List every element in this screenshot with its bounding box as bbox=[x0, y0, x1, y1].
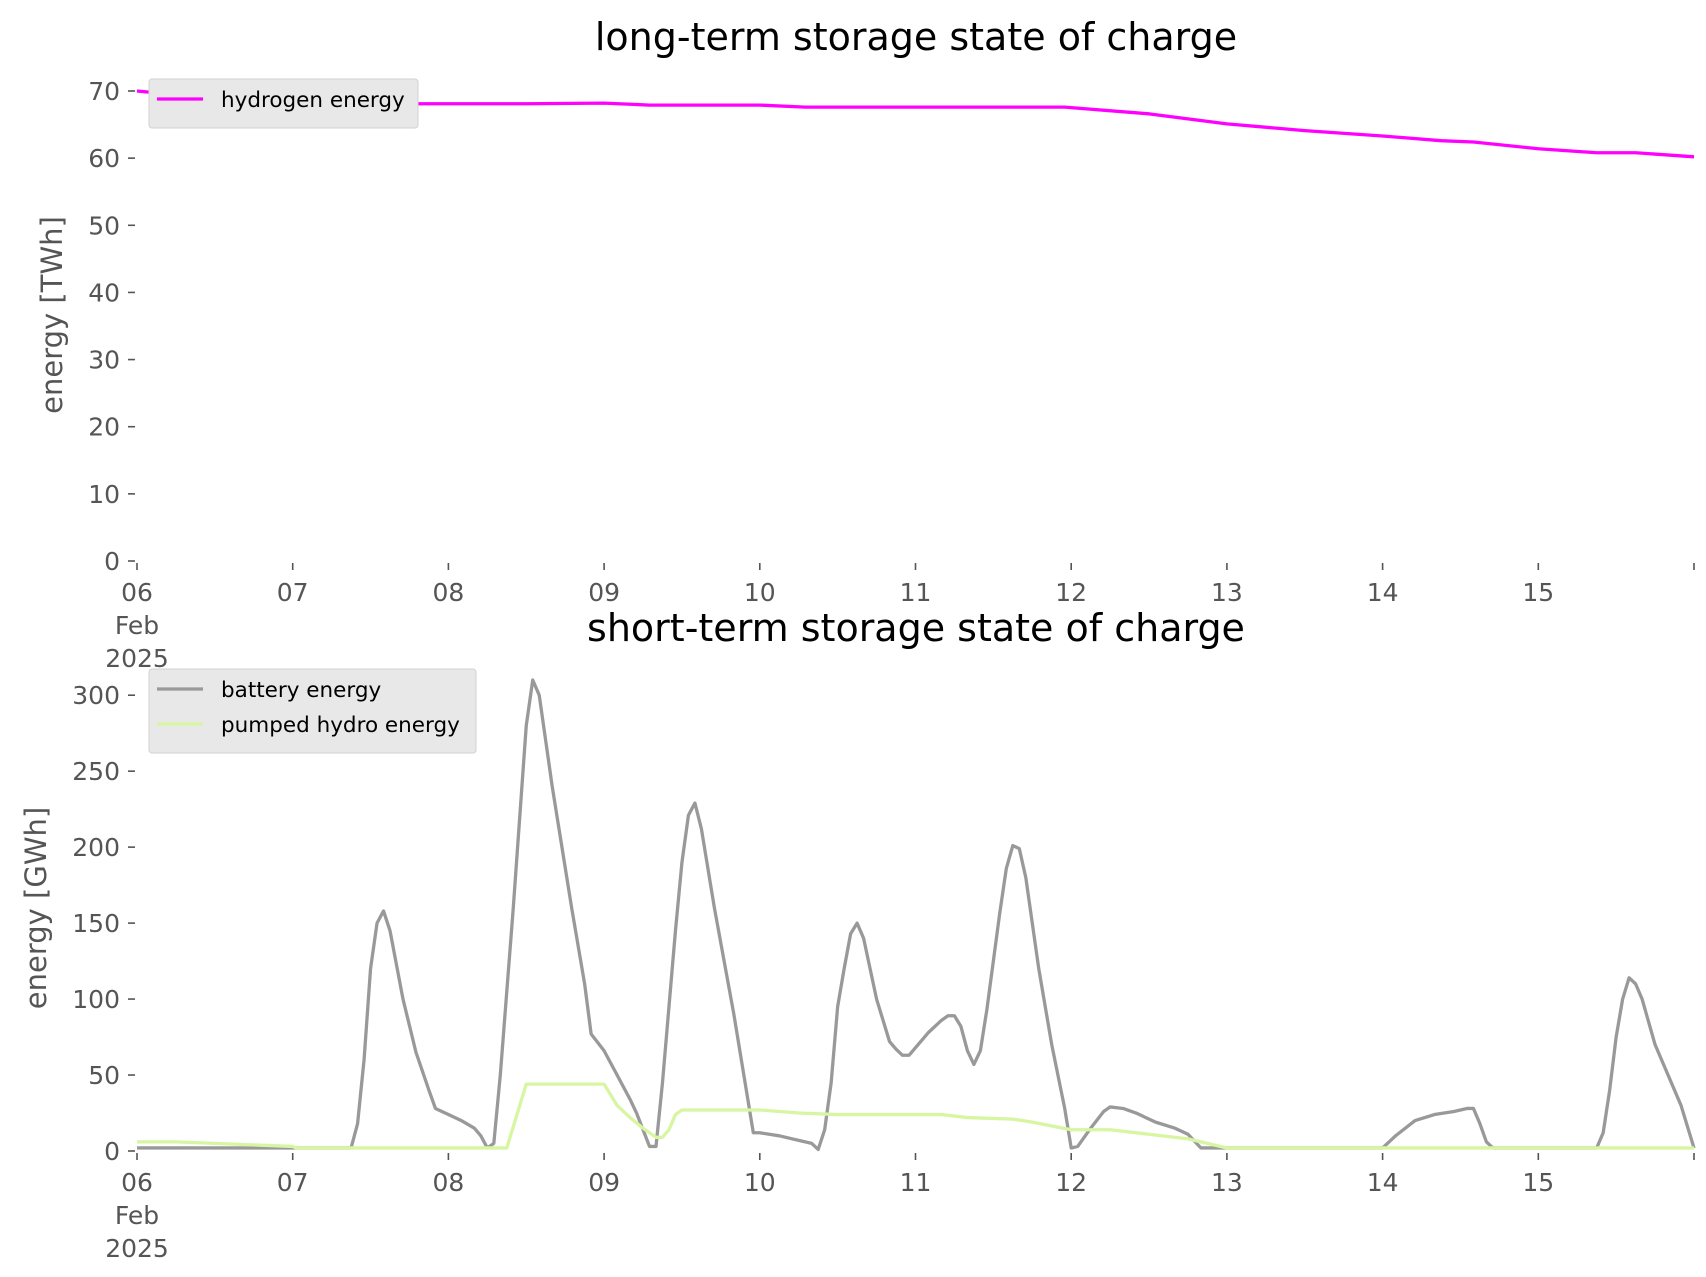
y-tick-label: 150 bbox=[72, 909, 120, 938]
x-tick-label: 09 bbox=[588, 1168, 620, 1197]
y-tick-label: 0 bbox=[104, 547, 120, 576]
plot-lines bbox=[137, 678, 1696, 1152]
x-tick-label: 07 bbox=[277, 578, 309, 607]
x-axis: 06 Feb 2025 07 08 09 10 11 12 13 14 15 bbox=[105, 1153, 1695, 1263]
x-tick-label: 09 bbox=[588, 578, 620, 607]
x-tick-label: 12 bbox=[1055, 1168, 1087, 1197]
y-axis-label: energy [GWh] bbox=[19, 807, 53, 1009]
series-line-pumped-hydro-energy bbox=[137, 1082, 1694, 1150]
legend: battery energy pumped hydro energy bbox=[148, 668, 477, 754]
legend-box bbox=[148, 78, 419, 129]
x-tick-label: 08 bbox=[432, 578, 464, 607]
y-tick-label: 300 bbox=[72, 681, 120, 710]
x-tick-label: 15 bbox=[1522, 1168, 1554, 1197]
x-tick-label: 10 bbox=[744, 578, 776, 607]
legend-label: battery energy bbox=[221, 678, 381, 703]
x-tick-label: 06 Feb 2025 bbox=[105, 578, 169, 673]
y-tick-label: 70 bbox=[88, 77, 120, 106]
series-line-battery-energy bbox=[137, 678, 1696, 1152]
x-tick-label: 14 bbox=[1367, 578, 1399, 607]
legend-label: hydrogen energy bbox=[221, 88, 405, 113]
x-axis: 06 Feb 2025 07 08 09 10 11 12 13 14 15 bbox=[105, 563, 1695, 673]
y-tick-label: 40 bbox=[88, 278, 120, 307]
y-tick-label: 50 bbox=[88, 1061, 120, 1090]
legend: hydrogen energy bbox=[148, 78, 419, 129]
y-tick-label: 50 bbox=[88, 211, 120, 240]
y-tick-label: 250 bbox=[72, 757, 120, 786]
y-tick-label: 20 bbox=[88, 413, 120, 442]
x-tick-label: 13 bbox=[1211, 1168, 1243, 1197]
legend-box bbox=[148, 668, 477, 754]
x-tick-label: 08 bbox=[432, 1168, 464, 1197]
y-tick-label: 10 bbox=[88, 480, 120, 509]
x-tick-label: 11 bbox=[900, 578, 932, 607]
x-tick-label: 14 bbox=[1367, 1168, 1399, 1197]
y-axis: 0 10 20 30 40 50 60 70 bbox=[88, 77, 135, 576]
y-tick-label: 200 bbox=[72, 833, 120, 862]
x-tick-label: 15 bbox=[1522, 578, 1554, 607]
y-axis-label: energy [TWh] bbox=[35, 216, 69, 414]
legend-label: pumped hydro energy bbox=[221, 713, 460, 738]
y-tick-label: 30 bbox=[88, 346, 120, 375]
chart-title: short-term storage state of charge bbox=[587, 606, 1245, 650]
short-term-storage-chart: short-term storage state of charge energ… bbox=[19, 606, 1696, 1263]
x-tick-label: 06 Feb 2025 bbox=[105, 1168, 169, 1263]
long-term-storage-chart: long-term storage state of charge energy… bbox=[35, 15, 1695, 673]
x-tick-label: 10 bbox=[744, 1168, 776, 1197]
y-tick-label: 100 bbox=[72, 985, 120, 1014]
x-tick-label: 07 bbox=[277, 1168, 309, 1197]
y-tick-label: 0 bbox=[104, 1137, 120, 1166]
x-tick-label: 12 bbox=[1055, 578, 1087, 607]
chart-title: long-term storage state of charge bbox=[595, 15, 1237, 59]
y-axis: 0 50 100 150 200 250 300 bbox=[72, 681, 135, 1166]
y-tick-label: 60 bbox=[88, 144, 120, 173]
x-tick-label: 13 bbox=[1211, 578, 1243, 607]
x-tick-label: 11 bbox=[900, 1168, 932, 1197]
